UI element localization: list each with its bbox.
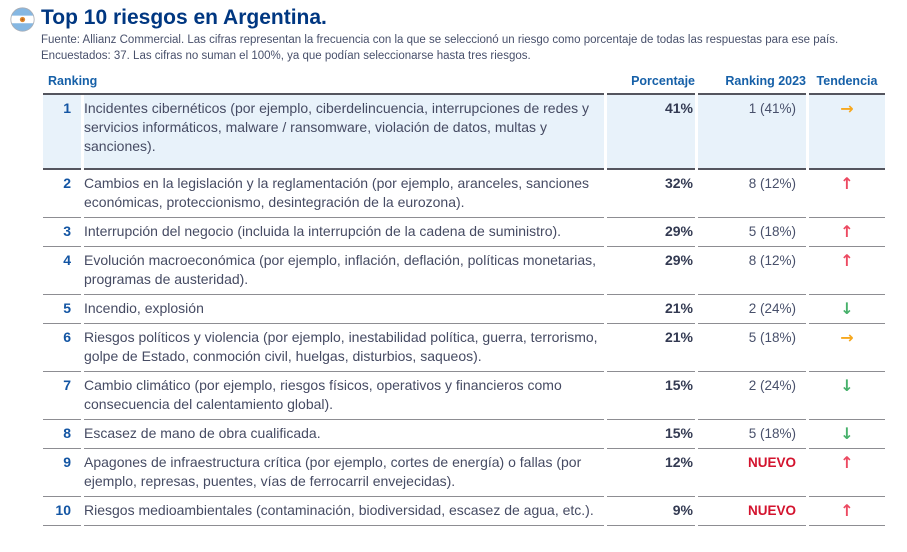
table-row: 4 Evolución macroeconómica (por ejemplo,…	[43, 247, 885, 295]
risk-ranking-2023: NUEVO	[698, 497, 806, 526]
risk-rank: 8	[43, 420, 81, 449]
risk-ranking-2023: NUEVO	[698, 449, 806, 497]
trend-up-arrow-icon: ↑	[809, 497, 885, 526]
table-row: 2 Cambios en la legislación y la reglame…	[43, 170, 885, 218]
table-row: 5 Incendio, explosión 21% 2 (24%) ↓	[43, 295, 885, 324]
risk-percentage: 15%	[607, 372, 695, 420]
risk-description: Interrupción del negocio (incluida la in…	[84, 218, 604, 247]
risk-ranking-2023: 1 (41%)	[698, 95, 806, 170]
argentina-flag-icon	[10, 7, 35, 32]
risk-rank: 3	[43, 218, 81, 247]
trend-down-arrow-icon: ↓	[809, 420, 885, 449]
source-note: Fuente: Allianz Commercial. Las cifras r…	[41, 33, 897, 64]
risk-rank: 6	[43, 324, 81, 372]
trend-same-arrow-icon: →	[809, 95, 885, 170]
source-line-2: Encuestados: 37. Las cifras no suman el …	[41, 49, 531, 62]
page-title: Top 10 riesgos en Argentina.	[41, 6, 327, 29]
risk-ranking-2023: 2 (24%)	[698, 372, 806, 420]
trend-down-arrow-icon: ↓	[809, 372, 885, 420]
risk-rank: 4	[43, 247, 81, 295]
risk-percentage: 32%	[607, 170, 695, 218]
source-line-1: Fuente: Allianz Commercial. Las cifras r…	[41, 34, 839, 46]
risk-ranking-2023: 5 (18%)	[698, 420, 806, 449]
trend-up-arrow-icon: ↑	[809, 170, 885, 218]
page-header: Top 10 riesgos en Argentina.	[10, 5, 897, 32]
trend-up-arrow-icon: ↑	[809, 218, 885, 247]
table-row: 6 Riesgos políticos y violencia (por eje…	[43, 324, 885, 372]
risk-description: Cambio climático (por ejemplo, riesgos f…	[84, 372, 604, 420]
risk-description: Apagones de infraestructura crítica (por…	[84, 449, 604, 497]
risk-description: Riesgos políticos y violencia (por ejemp…	[84, 324, 604, 372]
column-header-ranking: Ranking	[43, 70, 604, 95]
trend-up-arrow-icon: ↑	[809, 449, 885, 497]
risk-ranking-2023: 8 (12%)	[698, 247, 806, 295]
table-row: 9 Apagones de infraestructura crítica (p…	[43, 449, 885, 497]
risk-description: Escasez de mano de obra cualificada.	[84, 420, 604, 449]
table-row: 1 Incidentes cibernéticos (por ejemplo, …	[43, 95, 885, 170]
risk-description: Riesgos medioambientales (contaminación,…	[84, 497, 604, 526]
table-row: 10 Riesgos medioambientales (contaminaci…	[43, 497, 885, 526]
risk-rank: 2	[43, 170, 81, 218]
risk-percentage: 21%	[607, 295, 695, 324]
risk-ranking-table: Ranking Porcentaje Ranking 2023 Tendenci…	[40, 70, 888, 526]
column-header-ranking-2023: Ranking 2023	[698, 70, 806, 95]
trend-up-arrow-icon: ↑	[809, 247, 885, 295]
column-header-tendencia: Tendencia	[809, 70, 885, 95]
table-header-row: Ranking Porcentaje Ranking 2023 Tendenci…	[43, 70, 885, 95]
table-row: 8 Escasez de mano de obra cualificada. 1…	[43, 420, 885, 449]
risk-ranking-2023: 8 (12%)	[698, 170, 806, 218]
risk-percentage: 9%	[607, 497, 695, 526]
risk-percentage: 12%	[607, 449, 695, 497]
report-page: Top 10 riesgos en Argentina. Fuente: All…	[10, 5, 897, 526]
risk-percentage: 41%	[607, 95, 695, 170]
risk-ranking-2023: 5 (18%)	[698, 324, 806, 372]
risk-ranking-2023: 5 (18%)	[698, 218, 806, 247]
risk-rank: 5	[43, 295, 81, 324]
risk-rank: 7	[43, 372, 81, 420]
risk-rank: 9	[43, 449, 81, 497]
risk-description: Cambios en la legislación y la reglament…	[84, 170, 604, 218]
trend-down-arrow-icon: ↓	[809, 295, 885, 324]
column-header-porcentaje: Porcentaje	[607, 70, 695, 95]
risk-description: Evolución macroeconómica (por ejemplo, i…	[84, 247, 604, 295]
risk-percentage: 21%	[607, 324, 695, 372]
risk-description: Incendio, explosión	[84, 295, 604, 324]
risk-percentage: 29%	[607, 247, 695, 295]
trend-same-arrow-icon: →	[809, 324, 885, 372]
risk-rank: 10	[43, 497, 81, 526]
risk-ranking-2023: 2 (24%)	[698, 295, 806, 324]
risk-percentage: 29%	[607, 218, 695, 247]
risk-description: Incidentes cibernéticos (por ejemplo, ci…	[84, 95, 604, 170]
table-row: 3 Interrupción del negocio (incluida la …	[43, 218, 885, 247]
table-row: 7 Cambio climático (por ejemplo, riesgos…	[43, 372, 885, 420]
risk-percentage: 15%	[607, 420, 695, 449]
risk-rank: 1	[43, 95, 81, 170]
table-body: 1 Incidentes cibernéticos (por ejemplo, …	[43, 95, 885, 526]
